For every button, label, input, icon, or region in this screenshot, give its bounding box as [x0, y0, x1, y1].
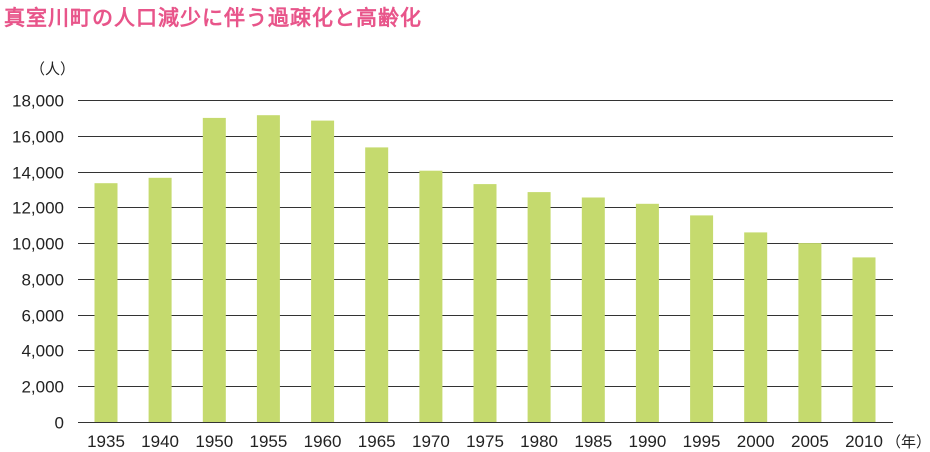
- bar-1950: [202, 117, 226, 423]
- y-tick-label: 0: [55, 414, 64, 433]
- bar-1940: [148, 177, 172, 422]
- y-tick-label: 8,000: [21, 271, 64, 290]
- x-tick-label: 1935: [87, 432, 125, 451]
- y-tick-label: 14,000: [12, 164, 64, 183]
- x-tick-label: 1975: [466, 432, 504, 451]
- bar-1975: [473, 184, 497, 422]
- y-tick-label: 4,000: [21, 342, 64, 361]
- bar-1990: [635, 203, 659, 422]
- bar-1965: [365, 147, 389, 422]
- bar-1970: [419, 170, 443, 422]
- x-tick-label: 1955: [249, 432, 287, 451]
- x-tick-label: 1965: [358, 432, 396, 451]
- bars: [94, 115, 876, 423]
- x-tick-label: 1970: [412, 432, 450, 451]
- y-tick-label: 10,000: [12, 235, 64, 254]
- x-tick-label: 2000: [737, 432, 775, 451]
- x-tick-label: 1940: [141, 432, 179, 451]
- bar-1935: [94, 183, 118, 422]
- bar-1995: [690, 215, 714, 422]
- x-tick-label: 2005: [791, 432, 829, 451]
- x-tick-label: 1995: [683, 432, 721, 451]
- x-tick-labels: 1935 1940 1950 1955 1960 1965 1970 1975 1980 1985…: [87, 432, 883, 451]
- y-tick-label: 2,000: [21, 378, 64, 397]
- y-tick-label: 6,000: [21, 307, 64, 326]
- bar-1960: [311, 120, 335, 422]
- chart-title: 真室川町の人口減少に伴う過疎化と高齢化: [4, 6, 422, 30]
- bar-1985: [581, 197, 605, 422]
- x-tick-label: 2010: [845, 432, 883, 451]
- x-tick-label: 1950: [195, 432, 233, 451]
- x-tick-label: 1985: [574, 432, 612, 451]
- x-tick-label: 1960: [304, 432, 342, 451]
- bar-2000: [744, 232, 768, 422]
- y-tick-label: 18,000: [12, 92, 64, 111]
- x-tick-label: 1980: [520, 432, 558, 451]
- bar-2010: [852, 257, 876, 422]
- y-axis-label: （人）: [30, 60, 75, 78]
- x-tick-label: 1990: [628, 432, 666, 451]
- bar-1955: [256, 115, 280, 422]
- y-tick-label: 16,000: [12, 128, 64, 147]
- x-axis-label: （年）: [886, 433, 930, 451]
- y-tick-label: 12,000: [12, 199, 64, 218]
- bar-1980: [527, 192, 551, 422]
- y-tick-labels: 0 2,000 4,000 6,000 8,000 10,000 12,000 14,000 1…: [12, 92, 64, 433]
- bar-2005: [798, 243, 822, 422]
